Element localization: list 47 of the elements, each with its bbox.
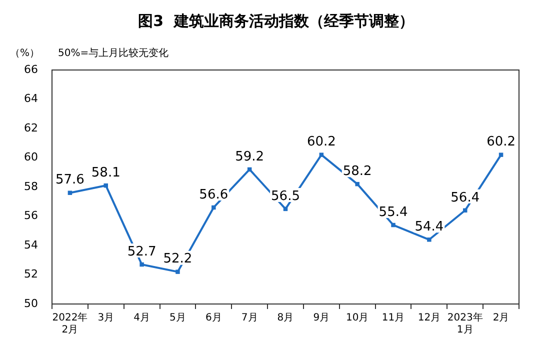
x-tick-label: 8月 [277, 312, 294, 324]
point [140, 262, 144, 267]
data-label: 56.4 [450, 190, 480, 206]
x-tick-label: 12月 [418, 312, 441, 324]
point [427, 238, 432, 242]
y-tick-label: 54 [24, 238, 38, 252]
data-label: 56.6 [199, 187, 228, 202]
text: 50%=与上月比较无变化 [58, 47, 169, 59]
point [68, 190, 72, 195]
x-tick-label: 5月 [170, 312, 186, 324]
y-tick-label: 64 [24, 92, 38, 106]
y-tick-label: 58 [24, 180, 38, 193]
y-tick-label: 50 [24, 296, 38, 310]
chart-title: 图3 建筑业商务活动指数（经季节调整） [138, 12, 414, 30]
x-tick-label: 4月 [134, 312, 150, 324]
data-label: 54.4 [414, 220, 444, 235]
y-tick-label: 66 [24, 62, 38, 76]
data-label: 59.2 [235, 149, 264, 164]
point [319, 152, 324, 157]
data-label: 56.5 [271, 188, 300, 204]
point [498, 152, 504, 157]
x-tick-label: 11月 [382, 312, 405, 324]
data-label: 52.7 [127, 244, 156, 260]
x-tick-label: 10月 [346, 312, 369, 324]
data-label: 60.2 [306, 134, 336, 150]
point [176, 270, 180, 274]
data-label: 57.6 [55, 172, 84, 188]
y-tick-label: 52 [24, 268, 38, 281]
y-tick-label: 56 [24, 209, 38, 222]
y-tick-label: 62 [24, 121, 38, 134]
x-tick-label: 2月 [492, 312, 510, 324]
y-axis-title: （%） [10, 48, 40, 59]
data-label: 55.4 [378, 204, 408, 220]
point [212, 205, 216, 210]
data-label: 58.1 [91, 165, 120, 180]
point [391, 222, 396, 228]
data-label: 60.2 [486, 134, 516, 150]
data-label: 52.2 [163, 252, 192, 267]
x-tick-label: 3月 [98, 312, 114, 324]
data-label: 58.2 [342, 164, 372, 179]
x-tick-label: 9月 [313, 312, 330, 324]
x-tick-label: 6月 [205, 312, 222, 324]
x-tick-label: 2023年 1月 [447, 312, 483, 336]
y-tick-label: 60 [24, 150, 38, 164]
x-tick-label: 7月 [241, 312, 258, 324]
x-tick-label: 2022年 2月 [52, 312, 88, 336]
point [355, 182, 360, 186]
